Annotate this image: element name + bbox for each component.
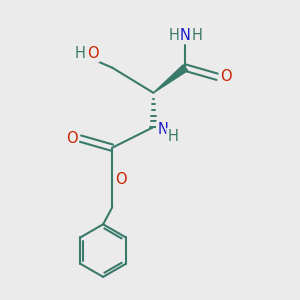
Text: N: N — [157, 122, 168, 137]
Text: O: O — [116, 172, 127, 187]
Text: O: O — [67, 131, 78, 146]
Text: N: N — [180, 28, 191, 43]
Text: O: O — [220, 69, 231, 84]
Text: H: H — [75, 46, 86, 62]
Text: O: O — [87, 46, 99, 62]
Polygon shape — [153, 65, 188, 93]
Text: H: H — [191, 28, 202, 43]
Text: H: H — [167, 129, 178, 144]
Text: H: H — [169, 28, 179, 43]
